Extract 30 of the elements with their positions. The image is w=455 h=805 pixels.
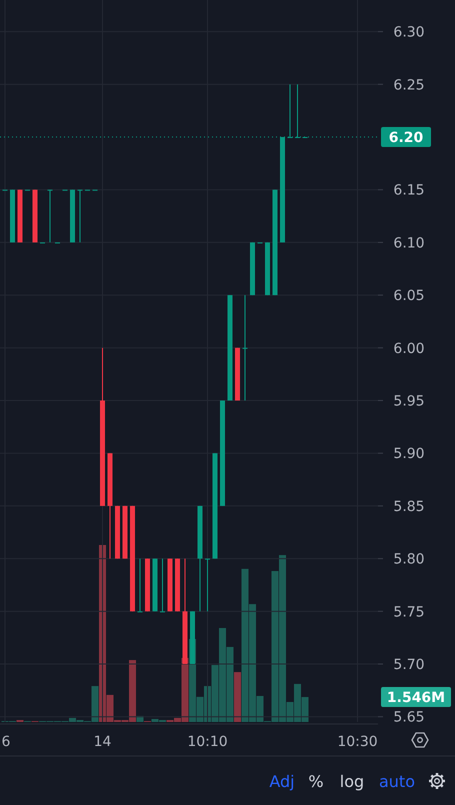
y-tick-label: 5.90: [393, 446, 425, 462]
bar: [234, 672, 241, 722]
y-tick-label: 6.00: [393, 340, 425, 357]
y-tick-label: 5.80: [393, 552, 425, 568]
candlestick: [242, 294, 248, 402]
candlestick: [138, 558, 142, 612]
y-tick-label: 5.75: [393, 604, 425, 620]
y-tick-label: 6.15: [393, 182, 425, 199]
text: auto: [378, 772, 416, 791]
text: 1.546M: [386, 690, 446, 706]
text: %: [308, 772, 324, 791]
candlestick: [160, 558, 165, 612]
text: log: [340, 772, 364, 791]
y-tick-label: 6.05: [393, 288, 425, 304]
ref-line-label: 6.20: [388, 130, 424, 146]
text: Adj: [269, 772, 295, 791]
y-tick-label: 5.85: [393, 498, 425, 515]
x-tick-label: 10:30: [337, 734, 378, 750]
candlestick: [205, 558, 210, 612]
x-tick-label: 10:10: [187, 734, 228, 750]
x-tick-label: 6: [2, 734, 11, 750]
y-tick-label: 5.65: [393, 710, 425, 726]
y-tick-label: 6.30: [393, 24, 425, 41]
y-tick-label: 5.70: [393, 657, 425, 674]
y-tick-label: 6.25: [393, 77, 425, 94]
x-tick-label: 14: [94, 734, 112, 750]
candlestick: [48, 189, 52, 243]
y-tick-label: 5.95: [393, 394, 425, 410]
y-tick-label: 6.10: [393, 235, 425, 252]
candlestick: [78, 189, 82, 243]
